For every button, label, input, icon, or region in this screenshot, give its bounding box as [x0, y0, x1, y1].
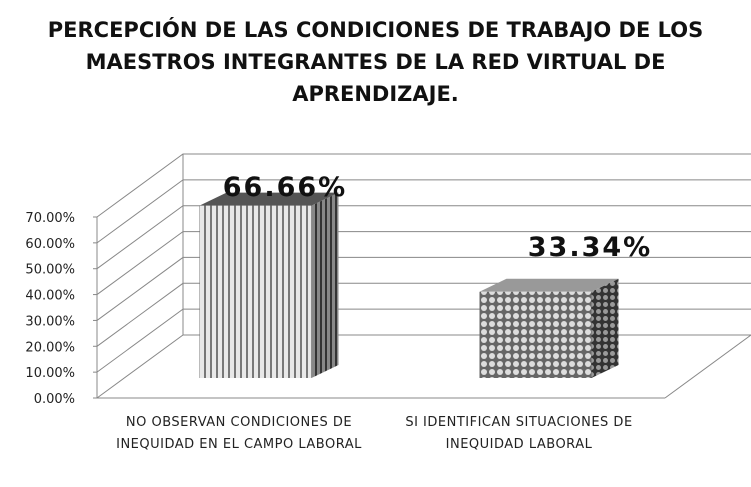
y-tick-label: 20.00% [25, 340, 75, 355]
grid-line [96, 282, 751, 347]
bar-front [479, 291, 592, 378]
grid-line [96, 256, 751, 321]
y-tick-label: 70.00% [25, 211, 75, 226]
grid-line [96, 334, 751, 399]
x-tick-label: NO OBSERVAN CONDICIONES DE INEQUIDAD EN … [116, 415, 362, 452]
bar-top [479, 278, 619, 292]
grid-line [96, 179, 751, 244]
data-label: 33.34% [528, 232, 652, 263]
bar-front [199, 205, 312, 378]
bar [199, 192, 339, 378]
y-tick-label: 60.00% [25, 237, 75, 252]
chart-title: PERCEPCIÓN DE LAS CONDICIONES DE TRABAJO… [47, 18, 704, 106]
y-tick-label: 50.00% [25, 263, 75, 278]
bar [479, 278, 619, 378]
bar-side [591, 278, 619, 378]
grid-line [96, 153, 751, 218]
bar-side [311, 192, 339, 378]
data-label: 66.66% [223, 172, 347, 203]
axis-line [664, 334, 751, 399]
grid-line [96, 308, 751, 373]
y-tick-label: 30.00% [25, 314, 75, 329]
y-tick-label: 40.00% [25, 289, 75, 304]
x-tick-label: SI IDENTIFICAN SITUACIONES DE INEQUIDAD … [405, 415, 633, 452]
y-tick-label: 10.00% [25, 366, 75, 381]
y-tick-label: 0.00% [34, 392, 75, 407]
grid-line [96, 231, 751, 295]
bar-top [199, 192, 339, 206]
grid-line [96, 205, 751, 270]
